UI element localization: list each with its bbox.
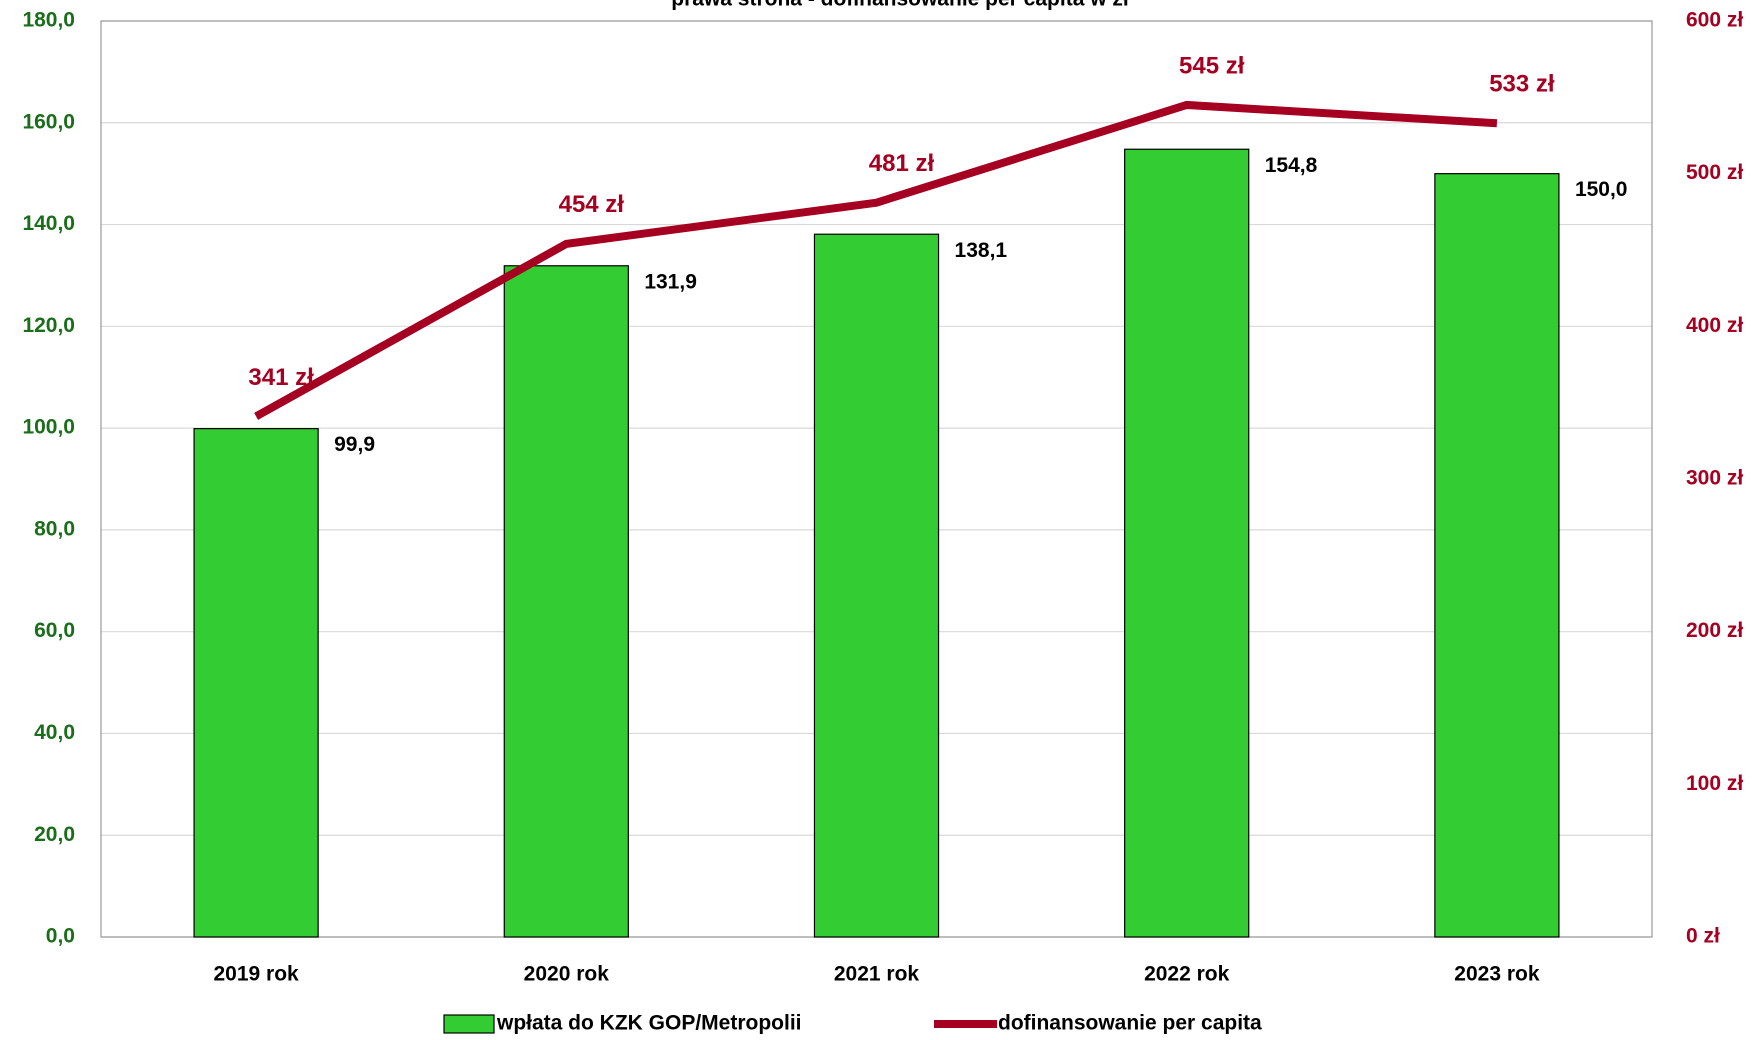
bar-value-label: 154,8 <box>1265 154 1318 177</box>
x-tick-label: 2022 rok <box>1144 963 1230 986</box>
x-tick-label: 2019 rok <box>213 963 299 986</box>
y-tick-label: 20,0 <box>34 823 75 846</box>
y-tick-label: 0,0 <box>46 925 75 948</box>
y-tick-label: 60,0 <box>34 619 75 642</box>
legend-swatch <box>443 1014 495 1034</box>
chart-title: prawa strona - dofinansowanie per capita… <box>671 0 1129 11</box>
y2-tick-label: 0 zł <box>1686 925 1720 948</box>
y2-tick-label: 300 zł <box>1686 467 1743 490</box>
line <box>254 100 1498 420</box>
y2-tick-label: 500 zł <box>1686 161 1743 184</box>
bar <box>1124 148 1250 938</box>
bar-value-label: 131,9 <box>644 270 697 293</box>
x-tick-label: 2020 rok <box>524 963 610 986</box>
line-value-label: 533 zł <box>1489 71 1555 98</box>
x-tick-label: 2021 rok <box>834 963 920 986</box>
y-tick-label: 140,0 <box>22 212 75 235</box>
line-value-label: 341 zł <box>248 364 314 391</box>
y-tick-label: 120,0 <box>22 314 75 337</box>
y2-tick-label: 200 zł <box>1686 619 1743 642</box>
bar <box>1434 173 1560 938</box>
y2-tick-label: 600 zł <box>1686 9 1743 32</box>
bar <box>503 265 629 938</box>
y-tick-label: 100,0 <box>22 416 75 439</box>
y-tick-label: 80,0 <box>34 517 75 540</box>
bar-value-label: 138,1 <box>955 239 1008 262</box>
x-tick-label: 2023 rok <box>1454 963 1540 986</box>
y-tick-label: 40,0 <box>34 721 75 744</box>
y2-tick-label: 400 zł <box>1686 314 1743 337</box>
bar <box>193 428 319 938</box>
line-value-label: 454 zł <box>559 191 625 218</box>
bar-value-label: 150,0 <box>1575 178 1628 201</box>
bar-value-label: 99,9 <box>334 433 375 456</box>
legend-label: wpłata do KZK GOP/Metropolii <box>496 1012 802 1035</box>
y-tick-label: 180,0 <box>22 9 75 32</box>
y-tick-label: 160,0 <box>22 110 75 133</box>
y2-tick-label: 100 zł <box>1686 772 1743 795</box>
bar <box>813 233 940 938</box>
line-value-label: 545 zł <box>1179 52 1245 79</box>
line-value-label: 481 zł <box>869 150 935 177</box>
legend-label: dofinansowanie per capita <box>998 1012 1262 1035</box>
